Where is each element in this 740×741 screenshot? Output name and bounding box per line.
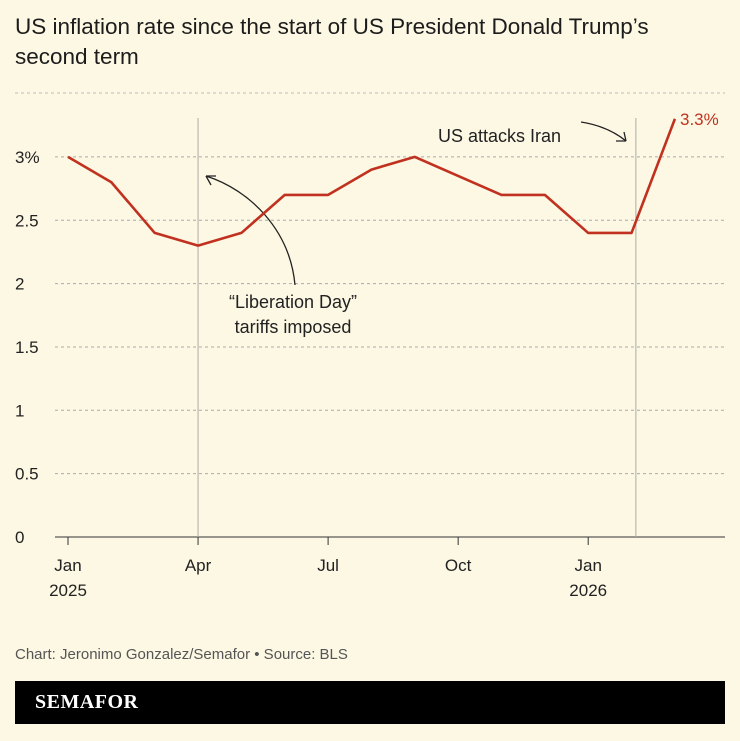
x-tick-label: Jan (54, 556, 81, 575)
x-tick-label: Apr (185, 556, 212, 575)
x-tick-year: 2025 (49, 581, 87, 600)
y-tick-label: 2.5 (15, 211, 39, 230)
brand-bar: SEMAFOR (15, 681, 725, 724)
x-tick-label: Jan (574, 556, 601, 575)
annotation-text: “Liberation Day” (229, 292, 357, 312)
semafor-logo: SEMAFOR (35, 691, 139, 713)
annotation-text: tariffs imposed (235, 317, 352, 337)
y-tick-label: 1.5 (15, 338, 39, 357)
arrowhead (616, 131, 627, 142)
x-tick-year: 2026 (569, 581, 607, 600)
source-credit: Chart: Jeronimo Gonzalez/Semafor • Sourc… (15, 646, 348, 663)
annotation-text: US attacks Iran (438, 126, 561, 146)
x-tick-label: Oct (445, 556, 472, 575)
annotation-arrow (205, 175, 296, 286)
arrowhead (205, 175, 216, 186)
y-tick-label: 0 (15, 528, 24, 547)
chart-title: US inflation rate since the start of US … (15, 14, 649, 69)
y-tick-label: 1 (15, 401, 24, 420)
annotation-arrow (580, 121, 627, 142)
x-tick-label: Jul (317, 556, 339, 575)
y-tick-label: 0.5 (15, 465, 39, 484)
line-chart: 0 0.5 1 1.5 2 2.5 3% Jan 2025 Apr Jul Oct Jan 2026 “Li… (15, 92, 725, 600)
inflation-line (67, 118, 677, 247)
end-value-label: 3.3% (680, 110, 719, 129)
y-tick-label: 3% (15, 148, 40, 167)
y-tick-label: 2 (15, 275, 24, 294)
